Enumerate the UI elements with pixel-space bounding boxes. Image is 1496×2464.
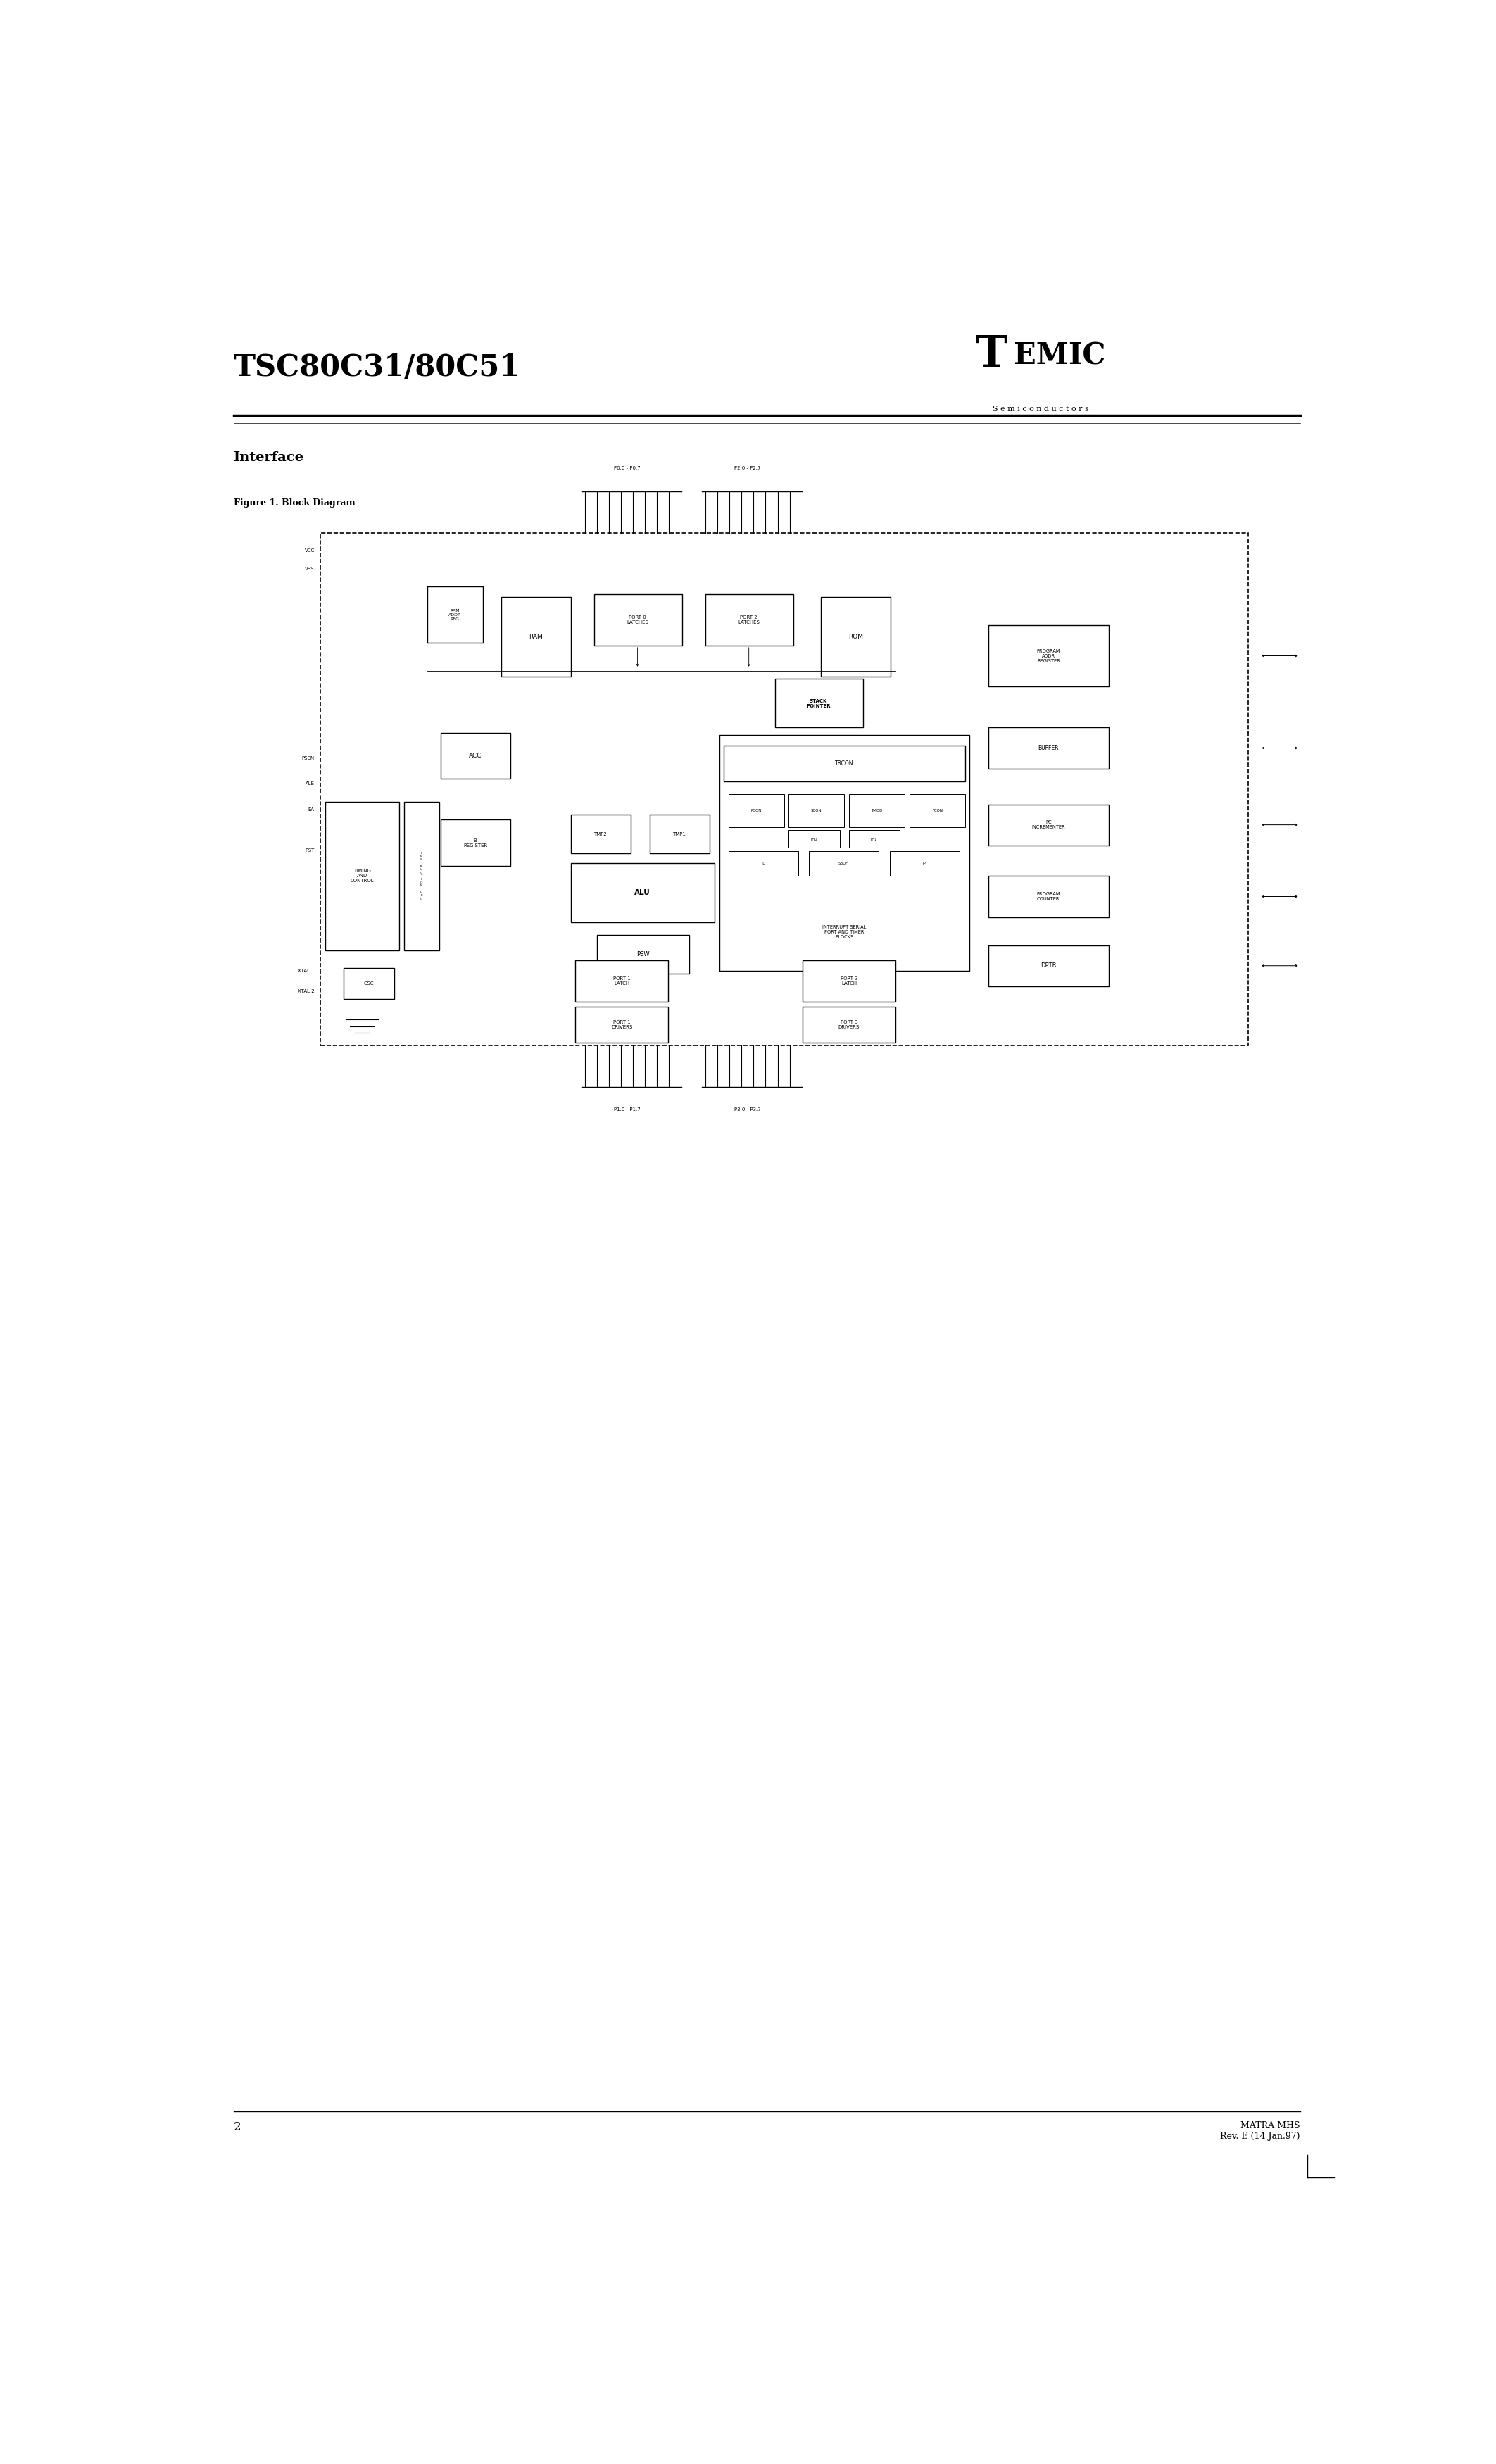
Bar	[850, 793, 905, 828]
Bar	[426, 586, 483, 643]
Text: STACK
POINTER: STACK POINTER	[806, 700, 830, 707]
Text: 2: 2	[233, 2122, 241, 2134]
Bar	[729, 853, 797, 877]
Text: RAM
ADDR
REG: RAM ADDR REG	[449, 609, 461, 621]
Text: EMIC: EMIC	[1014, 340, 1106, 370]
Bar	[320, 532, 1248, 1045]
Bar	[989, 946, 1109, 986]
Text: TH1: TH1	[871, 838, 878, 840]
Text: PORT 2
LATCHES: PORT 2 LATCHES	[738, 616, 760, 623]
Text: PSEN: PSEN	[302, 756, 314, 761]
Text: BUFFER: BUFFER	[1038, 744, 1059, 752]
Bar	[325, 801, 399, 951]
Text: TRCON: TRCON	[835, 761, 854, 766]
Text: S e m i c o n d u c t o r s: S e m i c o n d u c t o r s	[993, 407, 1089, 414]
Bar	[788, 793, 844, 828]
Text: ALE: ALE	[305, 781, 314, 786]
Text: SBUF: SBUF	[838, 862, 848, 865]
Text: MATRA MHS
Rev. E (14 Jan.97): MATRA MHS Rev. E (14 Jan.97)	[1221, 2122, 1300, 2141]
Bar	[910, 793, 965, 828]
Bar	[989, 877, 1109, 917]
Bar	[989, 803, 1109, 845]
Text: PORT 0
LATCHES: PORT 0 LATCHES	[627, 616, 648, 623]
Text: TIMING
AND
CONTROL: TIMING AND CONTROL	[350, 870, 374, 882]
Text: PCON: PCON	[751, 808, 761, 813]
Text: T: T	[975, 333, 1007, 377]
Text: P1.0 - P1.7: P1.0 - P1.7	[613, 1106, 640, 1111]
Text: PROGRAM
ADDR
REGISTER: PROGRAM ADDR REGISTER	[1037, 648, 1061, 663]
Bar	[344, 968, 395, 998]
Text: I
N
S
T
R
U
C
T
I
O
N
 
D
E
C: I N S T R U C T I O N D E C	[420, 853, 422, 899]
Text: P3.0 - P3.7: P3.0 - P3.7	[735, 1106, 761, 1111]
Text: RAM: RAM	[528, 633, 543, 641]
Bar	[571, 862, 715, 922]
Text: TMP1: TMP1	[673, 833, 687, 835]
Bar	[890, 853, 959, 877]
Text: VCC: VCC	[305, 549, 314, 552]
Text: XTAL 1: XTAL 1	[298, 968, 314, 973]
Text: RST: RST	[305, 848, 314, 853]
Text: TMOD: TMOD	[871, 808, 883, 813]
Text: DPTR: DPTR	[1041, 963, 1056, 968]
Bar	[571, 816, 631, 853]
Text: TCON: TCON	[932, 808, 942, 813]
Bar	[989, 727, 1109, 769]
Bar	[441, 732, 510, 779]
Bar	[989, 626, 1109, 687]
Text: Interface: Interface	[233, 451, 304, 463]
Bar	[729, 793, 784, 828]
Bar	[705, 594, 793, 646]
Text: ACC: ACC	[468, 752, 482, 759]
Text: TSC80C31/80C51: TSC80C31/80C51	[233, 352, 521, 382]
Text: B
REGISTER: B REGISTER	[464, 838, 488, 848]
Bar	[809, 853, 878, 877]
Text: ROM: ROM	[848, 633, 863, 641]
Text: SCON: SCON	[811, 808, 823, 813]
Text: IP: IP	[923, 862, 926, 865]
Text: OSC: OSC	[364, 981, 374, 986]
Text: XTAL 2: XTAL 2	[298, 988, 314, 993]
Bar	[649, 816, 711, 853]
Text: P2.0 - P2.7: P2.0 - P2.7	[735, 466, 760, 471]
Text: PC
INCREMENTER: PC INCREMENTER	[1032, 821, 1065, 830]
Text: VSS: VSS	[305, 567, 314, 572]
Bar	[775, 680, 863, 727]
Bar	[597, 934, 690, 973]
Text: PORT 3
DRIVERS: PORT 3 DRIVERS	[838, 1020, 860, 1030]
Text: PORT 1
DRIVERS: PORT 1 DRIVERS	[612, 1020, 633, 1030]
Text: INTERRUPT SERIAL
PORT AND TIMER
BLOCKS: INTERRUPT SERIAL PORT AND TIMER BLOCKS	[823, 926, 866, 939]
Text: PROGRAM
COUNTER: PROGRAM COUNTER	[1037, 892, 1061, 902]
Bar	[576, 1008, 669, 1042]
Text: TH0: TH0	[809, 838, 817, 840]
Bar	[720, 734, 969, 971]
Bar	[501, 596, 571, 675]
Bar	[850, 830, 901, 848]
Bar	[803, 1008, 896, 1042]
Bar	[821, 596, 890, 675]
Bar	[803, 961, 896, 1000]
Bar	[576, 961, 669, 1000]
Bar	[788, 830, 839, 848]
Bar	[404, 801, 438, 951]
Text: P0.0 - P0.7: P0.0 - P0.7	[613, 466, 640, 471]
Bar	[724, 747, 965, 781]
Bar	[594, 594, 682, 646]
Text: EA: EA	[308, 808, 314, 811]
Bar	[441, 821, 510, 865]
Text: TMP2: TMP2	[594, 833, 607, 835]
Text: Figure 1. Block Diagram: Figure 1. Block Diagram	[233, 498, 355, 508]
Text: PORT 1
LATCH: PORT 1 LATCH	[613, 976, 630, 986]
Text: PSW: PSW	[637, 951, 649, 958]
Text: PORT 3
LATCH: PORT 3 LATCH	[841, 976, 857, 986]
Text: TL: TL	[760, 862, 764, 865]
Text: ALU: ALU	[634, 890, 651, 897]
